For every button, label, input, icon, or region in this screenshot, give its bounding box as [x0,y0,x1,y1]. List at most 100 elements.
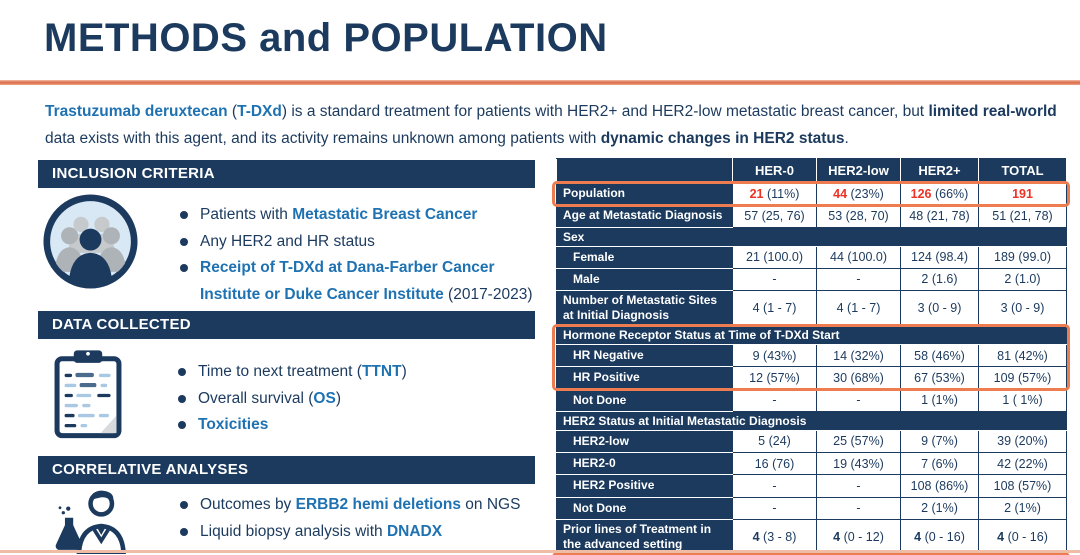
column-header [556,158,733,183]
text-segment: Receipt of T-DXd at Dana-Farber Cancer I… [200,259,495,303]
text-segment: dynamic changes in HER2 status [600,129,845,147]
row-label: HER2 Positive [556,474,733,498]
text-segment: Any HER2 and HR status [200,232,375,250]
bullet-item: Receipt of T-DXd at Dana-Farber Cancer I… [176,255,535,308]
scientist-flask-icon [50,488,136,555]
table-row: HER2-0 16 (76) 19 (43%) 7 (6%) 42 (22%) [556,451,1067,476]
table-row: Female 21 (100.0) 44 (100.0) 124 (98.4) 189 … [556,245,1067,269]
section-header-data-collected: DATA COLLECTED [38,311,535,339]
table-cell: 191 [978,181,1067,206]
table-cell: 30 (68%) [816,366,901,390]
table-cell: 16 (76) [732,451,817,476]
bullet-item: Patients with Metastatic Breast Cancer [176,202,535,229]
table-cell: 108 (86%) [900,474,979,498]
table-cell: 39 (20%) [978,429,1067,454]
row-label: Male [556,267,733,292]
table-cell: 25 (57%) [816,429,901,454]
row-label: Not Done [556,388,733,412]
table-section-header: Sex [556,226,1067,247]
table-cell: 4 (1 - 7) [732,290,817,326]
table-cell: 81 (42%) [978,343,1067,368]
row-label: HER2-0 [556,451,733,476]
table-cell: 9 (43%) [732,343,817,368]
table-cell: - [732,474,817,498]
table-cell: - [732,267,817,292]
left-column: INCLUSION CRITERIA [38,160,535,555]
table-cell: 51 (21, 78) [978,204,1067,228]
text-segment: Patients with [200,206,293,223]
bullet-item: Liquid biopsy analysis with DNADX [176,519,535,546]
text-segment: on NGS [461,496,521,513]
bullet-item: Time to next treatment (TTNT) [174,359,514,386]
table-header-row: HER-0 HER2-low HER2+ TOTAL [556,158,1067,183]
table-cell: 4 (1 - 7) [816,290,901,326]
bottom-accent-line [0,550,1080,553]
table-cell: 53 (28, 70) [816,204,901,228]
table-row: HR Positive 12 (57%) 30 (68%) 67 (53%) 109 (… [556,366,1067,390]
table-cell: 4 (0 - 12) [816,518,901,555]
text-segment: ( [227,103,238,120]
table-section-header: Hormone Receptor Status at Time of T-DXd… [556,325,1067,345]
section-data-collected: DATA COLLECTED [38,311,535,439]
text-segment: . [844,129,849,147]
column-header: TOTAL [978,158,1067,183]
table-cell: 44 (100.0) [816,245,901,269]
section-inclusion-criteria: INCLUSION CRITERIA [38,160,535,303]
table-cell: - [816,496,901,520]
table-head: HER-0 HER2-low HER2+ TOTAL [556,158,1067,183]
bullet-item: Overall survival (OS) [174,386,514,413]
table-cell: - [816,388,901,412]
text-segment: TTNT [361,363,402,380]
page-title: METHODS and POPULATION [44,16,608,60]
table-cell: 9 (7%) [900,429,979,454]
text-segment: Metastatic Breast Cancer [292,206,478,223]
table-cell: 124 (98.4) [900,245,979,269]
table-cell: - [816,474,901,498]
table-cell: 4 (0 - 16) [900,518,979,555]
table-cell: - [732,388,817,412]
table-cell: 189 (99.0) [978,245,1067,269]
table-row: HER2 Status at Initial Metastatic Diagno… [556,410,1067,431]
column-header: HER2-low [816,158,901,183]
text-segment: ) [335,389,341,407]
inclusion-bullet-list: Patients with Metastatic Breast Cancer An… [176,202,535,309]
text-segment: ERBB2 hemi deletions [295,496,461,513]
table-row: HER2-low 5 (24) 25 (57%) 9 (7%) 39 (20%) [556,429,1067,454]
table-cell: 42 (22%) [978,451,1067,476]
text-segment: Liquid biopsy analysis with [200,522,387,540]
row-label: Prior lines of Treatment in the advanced… [556,518,733,555]
table-cell: 109 (57%) [978,366,1067,390]
text-segment: Time to next treatment ( [198,363,362,380]
table-cell: 12 (57%) [732,366,817,390]
text-segment: Overall survival ( [198,389,314,407]
table-row: Not Done - -1 (1%) 1 ( 1%) [556,388,1067,412]
section-header-inclusion: INCLUSION CRITERIA [38,160,535,188]
text-segment: ) is a standard treatment for patients w… [281,103,929,120]
table-row: Population 21 (11%) 44 (23%) 126 (66%) 191 [556,181,1067,206]
row-label: Female [556,245,733,269]
clipboard-icon [50,347,126,444]
table-row: Male - -2 (1.6) 2 (1.0) [556,267,1067,292]
table-row: Age at Metastatic Diagnosis 57 (25, 76) 53… [556,204,1067,228]
bullet-item: Outcomes by ERBB2 hemi deletions on NGS [176,492,535,519]
column-header: HER2+ [900,158,979,183]
text-segment: Toxicities [198,416,269,434]
text-segment: data exists with this agent, and its act… [45,129,601,147]
table-cell: - [816,267,901,292]
table-cell: 7 (6%) [900,451,979,476]
column-header: HER-0 [732,158,817,183]
text-segment: Outcomes by [200,496,296,513]
table-cell: 19 (43%) [816,451,901,476]
row-label: HER2-low [556,429,733,454]
table-cell: 5 (24) [732,429,817,454]
row-label: HR Negative [556,343,733,368]
correlative-bullet-list: Outcomes by ERBB2 hemi deletions on NGS L… [176,492,535,545]
table-cell: 3 (0 - 9) [978,290,1067,326]
table-cell: 126 (66%) [900,181,979,206]
text-segment: DNADX [386,522,443,540]
text-segment: ) [401,363,407,380]
table-cell: 67 (53%) [900,366,979,390]
row-label: Number of Metastatic Sites at Initial Di… [556,290,733,326]
table-body: Population 21 (11%) 44 (23%) 126 (66%) 191 Ag… [556,181,1067,555]
data-collected-bullet-list: Time to next treatment (TTNT) Overall sur… [174,359,514,439]
